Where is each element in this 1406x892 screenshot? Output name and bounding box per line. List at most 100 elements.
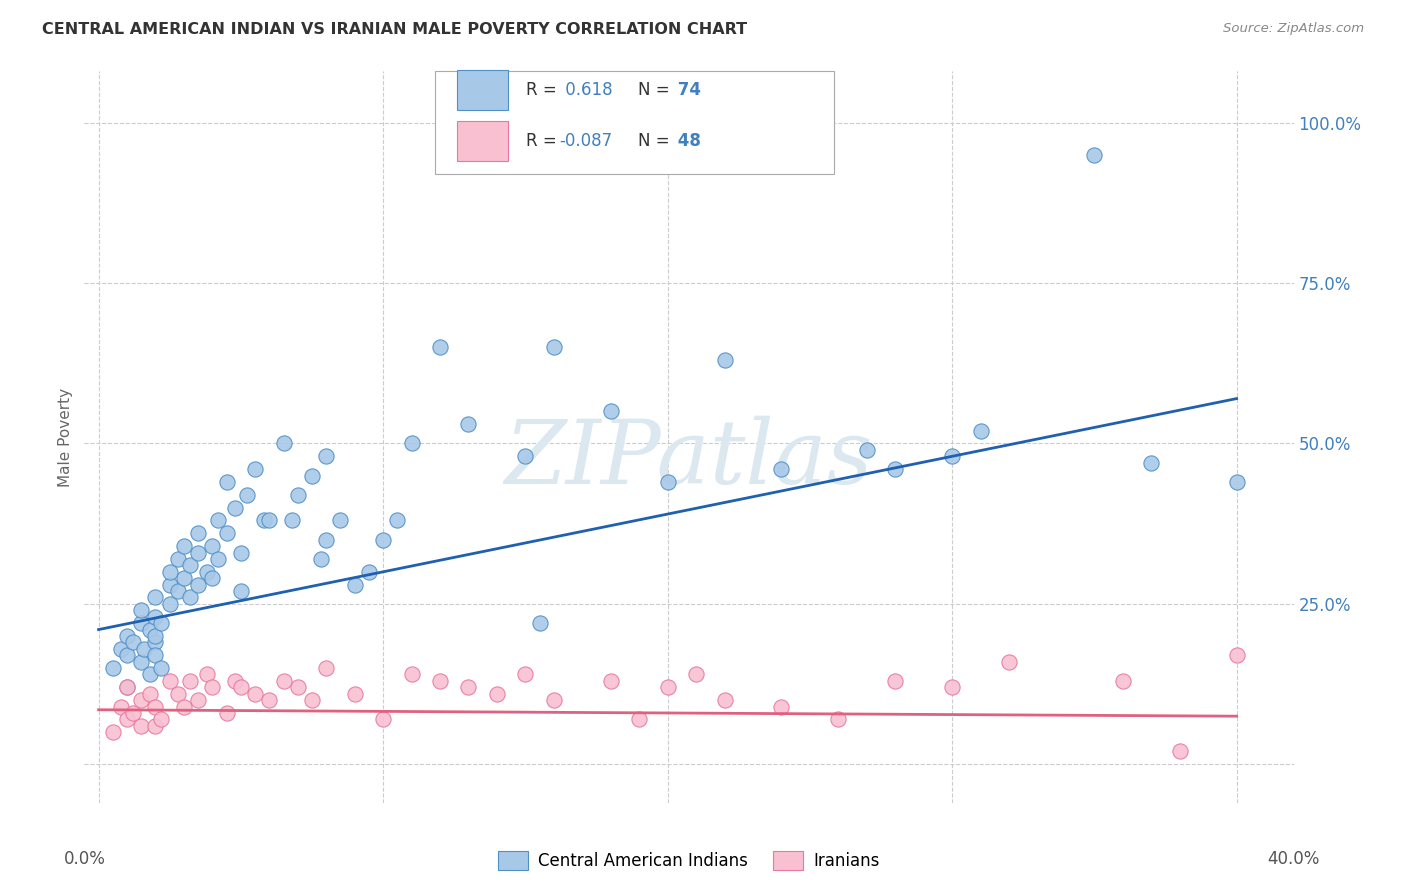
Point	[101, 661, 124, 675]
Point	[301, 693, 323, 707]
Point	[150, 661, 173, 675]
Point	[145, 719, 167, 733]
Point	[115, 681, 138, 695]
Point	[224, 500, 246, 515]
FancyBboxPatch shape	[457, 120, 508, 161]
Point	[243, 687, 266, 701]
Point	[139, 667, 162, 681]
Point	[329, 514, 352, 528]
Point	[187, 545, 209, 559]
Point	[243, 462, 266, 476]
Point	[173, 571, 195, 585]
Point	[529, 616, 551, 631]
Point	[101, 725, 124, 739]
Point	[287, 681, 309, 695]
Point	[357, 565, 380, 579]
Point	[259, 514, 281, 528]
Point	[1168, 744, 1191, 758]
Point	[201, 681, 224, 695]
Point	[129, 616, 152, 631]
Point	[343, 577, 366, 591]
Point	[273, 673, 295, 688]
Point	[429, 673, 451, 688]
Point	[657, 475, 679, 489]
Point	[1226, 475, 1249, 489]
Point	[201, 571, 224, 585]
FancyBboxPatch shape	[434, 71, 834, 174]
Point	[884, 673, 907, 688]
Point	[215, 706, 238, 720]
Point	[827, 712, 849, 726]
Point	[401, 667, 423, 681]
Point	[229, 681, 252, 695]
Point	[150, 712, 173, 726]
Point	[229, 545, 252, 559]
Point	[343, 687, 366, 701]
Point	[855, 442, 877, 457]
Point	[115, 681, 138, 695]
Point	[998, 655, 1021, 669]
Point	[173, 699, 195, 714]
Point	[121, 635, 143, 649]
Point	[770, 462, 793, 476]
Text: 48: 48	[672, 132, 700, 150]
Point	[145, 648, 167, 663]
Point	[1140, 456, 1163, 470]
Point	[315, 450, 337, 464]
Point	[599, 673, 621, 688]
Point	[969, 424, 991, 438]
Point	[129, 693, 152, 707]
FancyBboxPatch shape	[457, 70, 508, 110]
Point	[1226, 648, 1249, 663]
Point	[215, 526, 238, 541]
Text: N =: N =	[638, 80, 669, 99]
Point	[543, 340, 565, 354]
Point	[115, 712, 138, 726]
Point	[179, 558, 201, 573]
Text: Source: ZipAtlas.com: Source: ZipAtlas.com	[1223, 22, 1364, 36]
Point	[884, 462, 907, 476]
Point	[159, 577, 181, 591]
Point	[401, 436, 423, 450]
Y-axis label: Male Poverty: Male Poverty	[58, 387, 73, 487]
Point	[110, 699, 132, 714]
Point	[207, 552, 229, 566]
Text: 40.0%: 40.0%	[1267, 850, 1320, 868]
Point	[713, 693, 735, 707]
Text: R =: R =	[526, 80, 557, 99]
Point	[457, 681, 479, 695]
Point	[315, 533, 337, 547]
Point	[195, 667, 218, 681]
Point	[685, 667, 707, 681]
Point	[1083, 148, 1105, 162]
Point	[121, 706, 143, 720]
Point	[235, 488, 257, 502]
Point	[371, 712, 394, 726]
Point	[187, 577, 209, 591]
Point	[1112, 673, 1135, 688]
Text: 0.618: 0.618	[560, 80, 612, 99]
Point	[110, 641, 132, 656]
Point	[941, 450, 963, 464]
Point	[309, 552, 332, 566]
Point	[543, 693, 565, 707]
Point	[179, 591, 201, 605]
Point	[167, 552, 190, 566]
Point	[657, 681, 679, 695]
Point	[371, 533, 394, 547]
Point	[159, 565, 181, 579]
Point	[115, 648, 138, 663]
Point	[229, 584, 252, 599]
Point	[187, 693, 209, 707]
Point	[201, 539, 224, 553]
Text: 74: 74	[672, 80, 702, 99]
Point	[129, 655, 152, 669]
Point	[315, 661, 337, 675]
Point	[301, 468, 323, 483]
Point	[150, 616, 173, 631]
Point	[145, 609, 167, 624]
Point	[713, 353, 735, 368]
Point	[145, 591, 167, 605]
Point	[167, 584, 190, 599]
Point	[129, 603, 152, 617]
